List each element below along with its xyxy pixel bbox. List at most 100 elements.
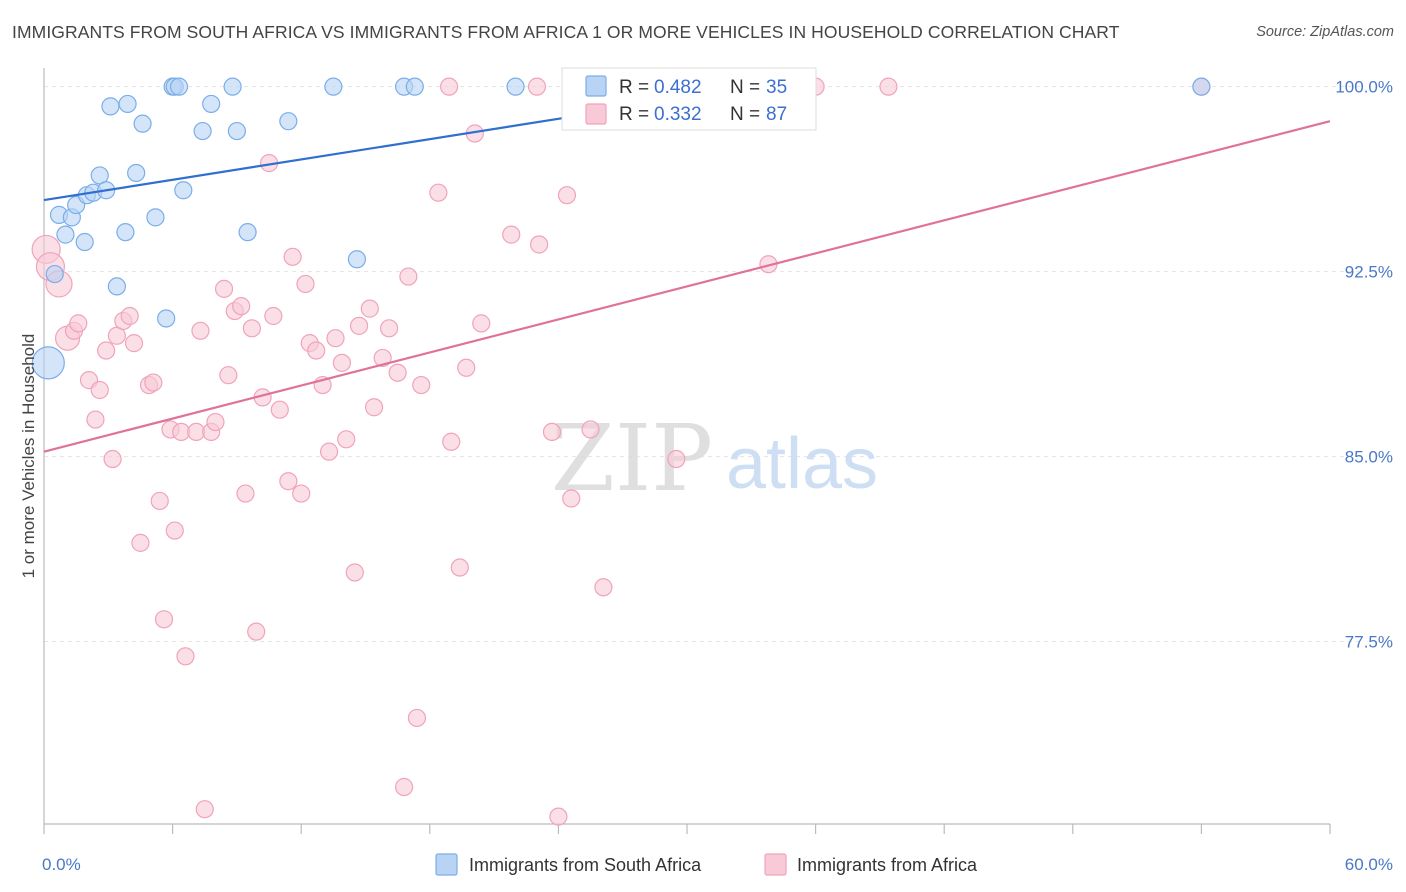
point-africa-9 (97, 341, 116, 360)
legend-n-value-1: 35 (766, 77, 787, 98)
point-africa-75 (562, 489, 581, 508)
point-africa-49 (332, 353, 352, 372)
point-africa-55 (373, 348, 392, 368)
series-immigrants-from-south-africa (31, 77, 1211, 380)
axes (43, 68, 1331, 834)
point-africa-25 (191, 321, 210, 340)
legend-swatch-pink (585, 103, 607, 125)
trend-line-africa (43, 120, 1331, 453)
point-south-africa-15 (127, 163, 146, 183)
point-south-africa-25 (223, 77, 242, 96)
point-south-africa-23 (193, 121, 212, 141)
point-africa-30 (219, 366, 238, 385)
point-south-africa-17 (146, 208, 165, 227)
point-africa-41 (283, 247, 302, 266)
point-africa-7 (86, 410, 105, 429)
series-legend: Immigrants from South Africa Immigrants … (435, 853, 978, 876)
point-africa-17 (144, 373, 163, 392)
point-africa-26 (195, 800, 214, 819)
point-africa-59 (399, 267, 418, 286)
point-africa-18 (150, 491, 169, 511)
point-south-africa-21 (169, 77, 189, 96)
point-africa-57 (388, 363, 407, 382)
point-africa-68 (472, 314, 491, 333)
point-africa-74 (557, 186, 577, 205)
point-south-africa-28 (279, 112, 298, 131)
point-africa-48 (326, 329, 345, 348)
legend-r-value-2: 0.332 (654, 104, 702, 125)
point-south-africa-12 (107, 277, 126, 296)
point-africa-10 (103, 449, 122, 469)
legend: R = 0.482 N = 35 R = 0.332 N = 87 (561, 67, 817, 131)
point-africa-13 (120, 306, 139, 326)
legend-n-label-2: N = (730, 104, 760, 125)
point-africa-78 (667, 449, 686, 469)
point-africa-21 (165, 521, 184, 540)
point-south-africa-29 (324, 77, 343, 96)
x-tick-label-0: 0.0% (42, 855, 81, 874)
series-legend-swatch-pink (764, 853, 787, 876)
point-africa-65 (450, 558, 469, 577)
point-africa-14 (124, 334, 144, 353)
point-africa-61 (412, 375, 431, 395)
y-tick-labels: 100.0% 92.5% 85.0% 77.5% (1335, 78, 1393, 652)
point-africa-19 (154, 610, 174, 629)
point-africa-28 (206, 412, 225, 432)
point-africa-53 (360, 299, 379, 318)
point-africa-56 (379, 319, 399, 338)
point-africa-15 (131, 533, 150, 552)
point-africa-73 (549, 807, 568, 826)
point-africa-8 (90, 380, 109, 400)
point-south-africa-33 (506, 77, 525, 96)
point-africa-69 (502, 225, 521, 244)
point-africa-52 (349, 316, 369, 335)
point-africa-42 (292, 484, 311, 503)
point-africa-71 (530, 235, 549, 254)
point-africa-60 (407, 708, 427, 728)
point-africa-66 (457, 358, 476, 377)
x-tick-labels: 0.0% 60.0% (42, 855, 1393, 874)
point-south-africa-26 (227, 121, 246, 141)
legend-swatch-blue (585, 75, 607, 97)
point-africa-54 (364, 398, 384, 417)
y-tick-label-1: 92.5% (1345, 263, 1393, 282)
point-south-africa-3 (56, 225, 75, 244)
point-south-africa-32 (405, 77, 424, 96)
series-legend-label-blue: Immigrants from South Africa (469, 855, 702, 875)
point-africa-82 (879, 77, 898, 96)
source-label: Source: ZipAtlas.com (1256, 24, 1394, 40)
point-africa-45 (307, 341, 326, 360)
legend-r-label-2: R = (619, 104, 649, 125)
point-africa-62 (429, 183, 448, 202)
point-south-africa-22 (174, 181, 193, 200)
point-africa-58 (394, 777, 414, 797)
watermark-atlas: atlas (726, 424, 878, 504)
y-tick-label-3: 77.5% (1345, 633, 1393, 652)
point-africa-70 (527, 77, 547, 96)
y-tick-label-2: 85.0% (1345, 448, 1393, 467)
legend-n-value-2: 87 (766, 104, 787, 125)
point-africa-47 (319, 442, 339, 461)
y-axis-title: 1 or more Vehicles in Household (19, 334, 38, 579)
point-south-africa-34 (1192, 77, 1211, 96)
point-africa-29 (214, 279, 234, 298)
point-africa-40 (279, 472, 298, 491)
point-south-africa-16 (133, 114, 152, 133)
point-africa-5 (69, 314, 88, 333)
point-africa-50 (337, 430, 356, 449)
point-africa-32 (232, 297, 251, 316)
point-africa-39 (270, 400, 289, 419)
point-south-africa-18 (157, 309, 176, 328)
point-africa-35 (247, 622, 266, 641)
legend-r-label-1: R = (619, 77, 649, 98)
series-legend-swatch-blue (435, 853, 458, 876)
point-africa-76 (581, 420, 600, 439)
legend-n-label-1: N = (730, 77, 760, 98)
point-africa-63 (439, 77, 459, 96)
point-south-africa-6 (75, 232, 94, 252)
point-africa-34 (242, 319, 262, 338)
point-south-africa-30 (347, 250, 367, 269)
point-south-africa-11 (101, 97, 120, 116)
legend-r-value-1: 0.482 (654, 77, 702, 98)
